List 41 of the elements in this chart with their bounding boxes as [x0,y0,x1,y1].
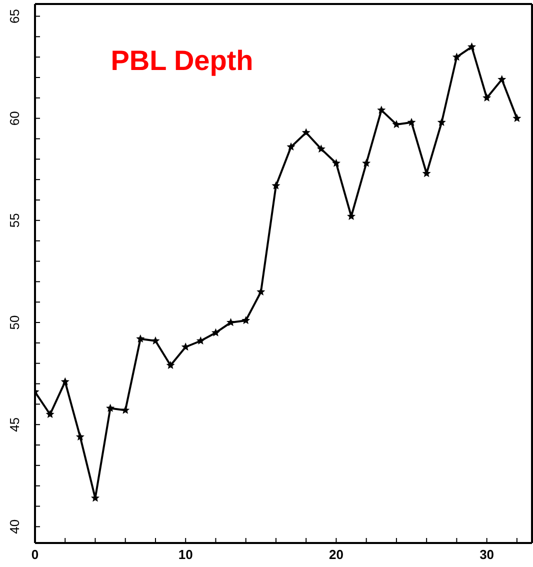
point [377,106,386,114]
point [76,432,84,440]
point [392,120,401,128]
y-tick-label: 45 [7,417,22,432]
point [302,128,310,136]
point [226,318,236,326]
point [60,377,70,386]
point [272,181,280,190]
point [136,334,145,342]
point [121,406,130,414]
point [332,158,340,167]
y-tick-label: 60 [7,111,22,126]
point [452,52,461,61]
point [211,328,220,336]
point [106,404,115,412]
y-tick-label: 55 [7,213,22,228]
point [482,93,492,102]
x-tick-label: 0 [31,547,39,562]
x-tick-label: 30 [480,547,494,562]
x-tick-label: 10 [178,547,193,562]
point [151,336,160,345]
point [46,410,54,418]
point [437,118,446,126]
point [242,316,250,324]
y-tick-label: 50 [7,315,22,330]
text: PBL Depth [110,45,254,76]
point [316,144,326,153]
point [422,168,431,178]
point [467,42,476,51]
point [407,118,416,126]
x-tick-label: 20 [328,547,344,562]
point [166,360,175,370]
point [346,212,356,220]
point [286,142,296,151]
y-tick-label: 65 [7,9,22,24]
point [196,336,205,345]
point [498,75,506,84]
point [362,158,371,167]
point [512,114,522,122]
y-tick-label: 40 [7,519,22,534]
point [181,342,190,351]
